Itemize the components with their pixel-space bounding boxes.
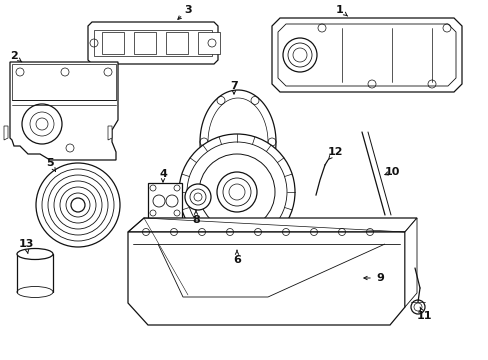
Polygon shape (4, 126, 8, 140)
Text: 5: 5 (46, 158, 54, 168)
Polygon shape (88, 22, 218, 64)
Polygon shape (134, 32, 156, 54)
Text: 1: 1 (335, 5, 343, 15)
Polygon shape (198, 32, 220, 54)
Circle shape (283, 38, 316, 72)
Polygon shape (128, 232, 404, 325)
Text: 7: 7 (230, 81, 237, 91)
Polygon shape (165, 32, 187, 54)
Polygon shape (102, 32, 124, 54)
Text: 4: 4 (159, 169, 166, 179)
Text: 2: 2 (10, 51, 18, 61)
Circle shape (36, 163, 120, 247)
Circle shape (22, 104, 62, 144)
Text: 13: 13 (18, 239, 34, 249)
Text: 8: 8 (192, 215, 200, 225)
Polygon shape (271, 18, 461, 92)
Circle shape (71, 198, 85, 212)
Text: 11: 11 (415, 311, 431, 321)
Circle shape (217, 172, 257, 212)
Text: 10: 10 (384, 167, 399, 177)
Text: 6: 6 (233, 255, 241, 265)
Text: 12: 12 (326, 147, 342, 157)
Ellipse shape (17, 248, 53, 260)
Polygon shape (108, 126, 112, 140)
Circle shape (179, 134, 294, 250)
Text: 9: 9 (375, 273, 383, 283)
Circle shape (184, 184, 210, 210)
Polygon shape (404, 218, 416, 307)
Polygon shape (128, 218, 416, 232)
Polygon shape (10, 62, 118, 160)
Text: 3: 3 (184, 5, 191, 15)
Polygon shape (148, 183, 182, 218)
